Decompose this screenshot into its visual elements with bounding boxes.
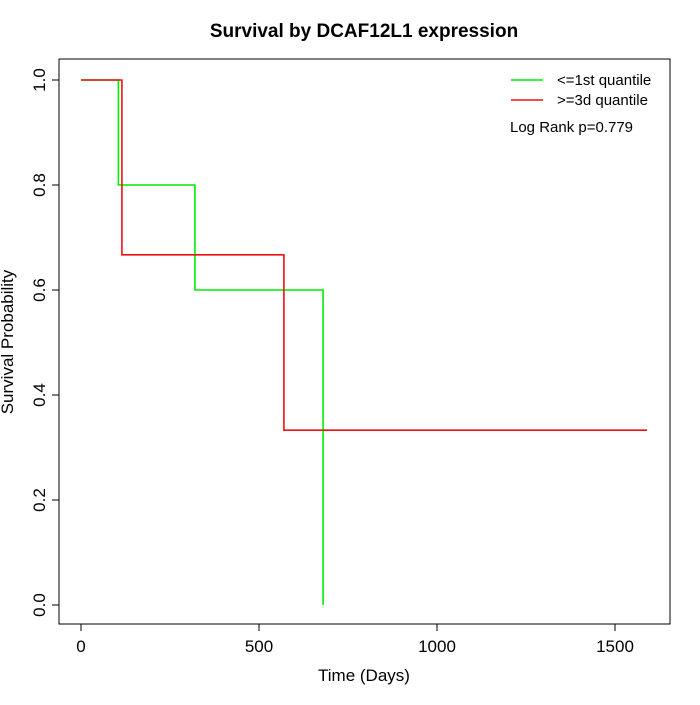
x-axis-label: Time (Days) [318,666,410,685]
y-tick-label: 0.8 [30,173,49,197]
x-tick-label: 0 [76,637,85,656]
x-tick-label: 1500 [596,637,634,656]
y-tick-label: 0.6 [30,278,49,302]
y-tick-label: 0.4 [30,383,49,407]
x-axis: 0 500 1000 1500 [76,624,634,656]
legend-label-2: >=3d quantile [557,92,648,109]
series-layer [81,79,647,605]
series-line-2 [81,79,647,432]
y-axis-label: Survival Probability [0,269,17,414]
plot-frame [58,58,671,625]
x-tick-label: 1000 [418,637,456,656]
y-tick-label: 0.2 [30,488,49,512]
y-axis: 0.0 0.2 0.4 0.6 0.8 1.0 [30,68,59,617]
legend: <=1st quantile >=3d quantile [511,72,651,109]
legend-label-1: <=1st quantile [557,72,651,89]
y-tick-label: 0.0 [30,593,49,617]
x-tick-label: 500 [245,637,273,656]
chart-title: Survival by DCAF12L1 expression [210,21,518,42]
y-tick-label: 1.0 [30,68,49,92]
log-rank-annotation: Log Rank p=0.779 [510,119,633,136]
